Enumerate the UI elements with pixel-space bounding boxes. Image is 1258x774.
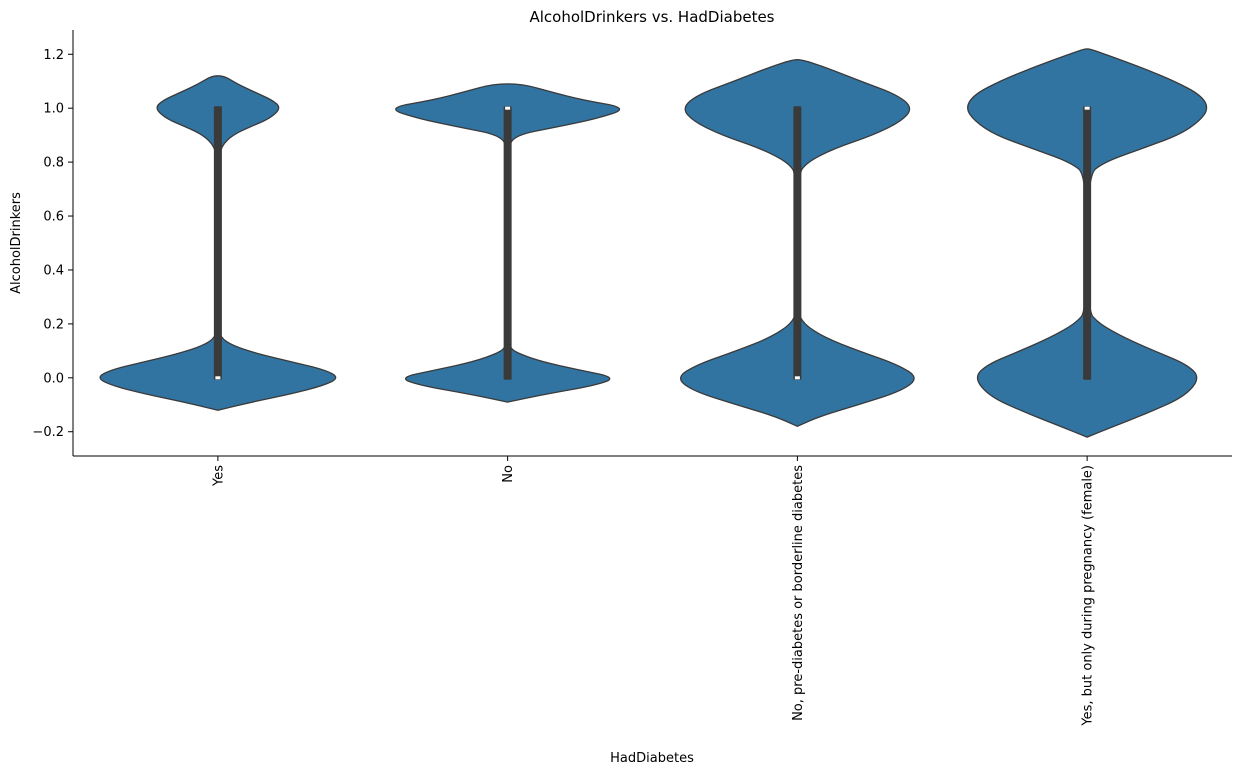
x-tick-label: No, pre-diabetes or borderline diabetes (791, 465, 806, 721)
y-tick-label: 1.0 (43, 102, 64, 117)
x-axis-label: HadDiabetes (610, 751, 694, 766)
violin-iqr-box (1083, 106, 1092, 380)
y-ticks: −0.2 0.0 0.2 0.4 0.6 0.8 1.0 1.2 (32, 48, 73, 440)
y-tick-label: 1.2 (43, 48, 64, 63)
x-ticks: Yes No No, pre-diabetes or borderline diab… (211, 456, 1096, 727)
y-axis-label: AlcoholDrinkers (9, 192, 24, 294)
plot-area (99, 48, 1208, 438)
y-tick-label: 0.2 (43, 317, 64, 332)
y-tick-label: 0.0 (43, 371, 64, 386)
violin-median-marker (215, 376, 221, 380)
chart-title: AlcoholDrinkers vs. HadDiabetes (529, 8, 774, 26)
violin-iqr-box (213, 106, 222, 380)
violin-body (967, 48, 1208, 438)
violin-median-marker (505, 106, 511, 110)
violin-iqr-box (503, 106, 512, 380)
x-tick-label: Yes, but only during pregnancy (female) (1081, 465, 1096, 727)
y-tick-label: 0.6 (43, 210, 64, 225)
violin-median-marker (1084, 106, 1090, 110)
y-tick-label: 0.8 (43, 156, 64, 171)
violin-median-marker (794, 376, 800, 380)
y-tick-label: 0.4 (43, 263, 64, 278)
violin-iqr-box (793, 106, 802, 380)
x-tick-label: No (501, 465, 516, 483)
x-tick-label: Yes (211, 465, 226, 487)
y-tick-label: −0.2 (32, 425, 64, 440)
